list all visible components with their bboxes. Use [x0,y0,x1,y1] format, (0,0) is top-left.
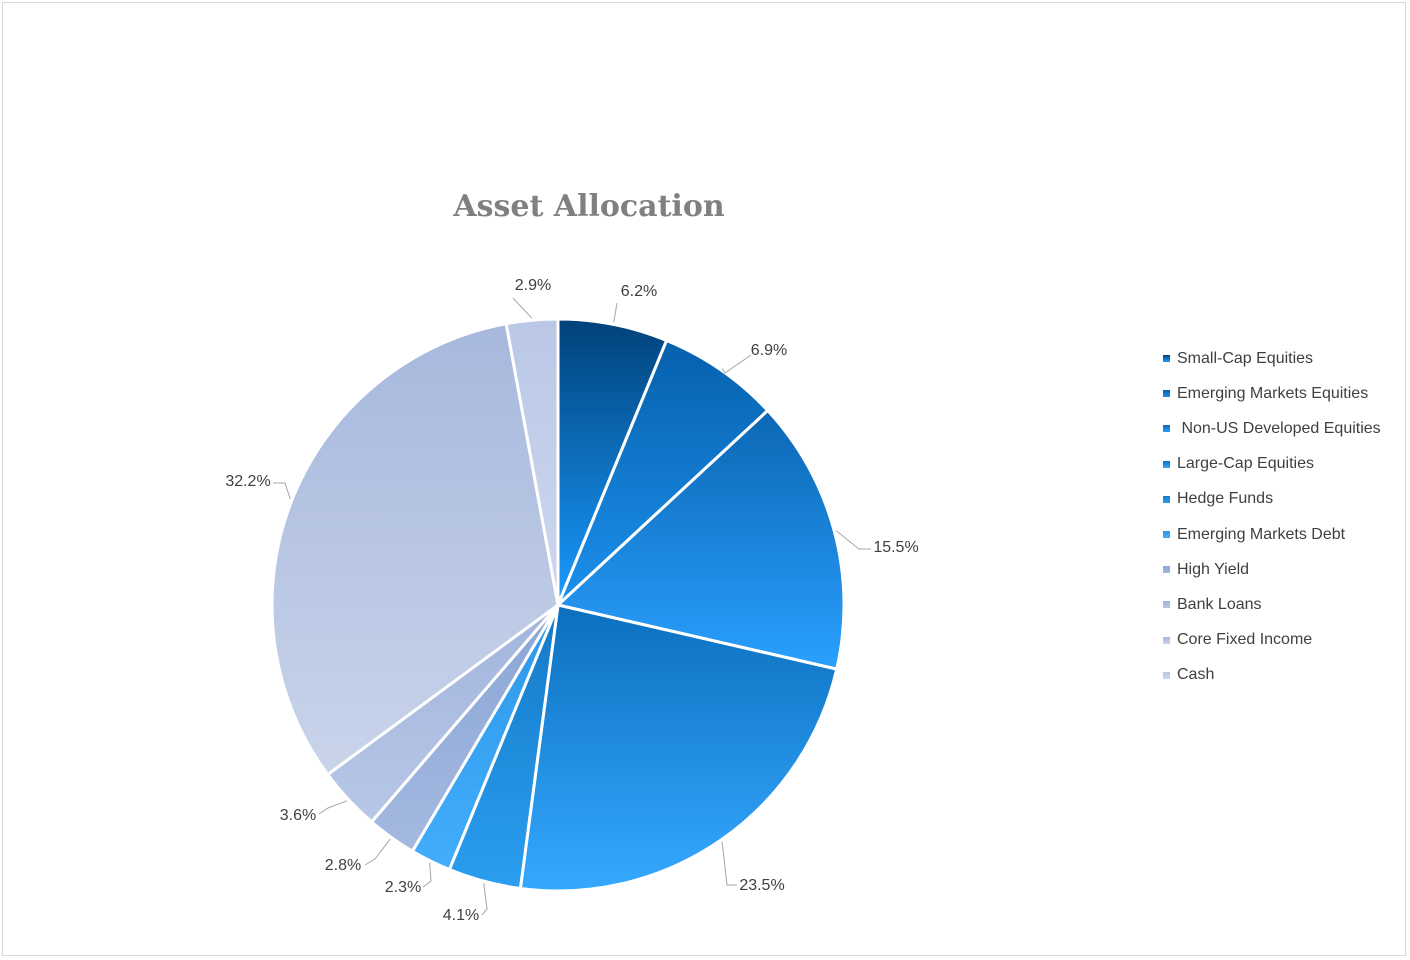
data-label: 15.5% [873,539,918,556]
legend-swatch [1163,425,1170,433]
legend-item: Non-US Developed Equities [1163,411,1381,446]
legend-item: Large-Cap Equities [1163,447,1381,482]
pie-chart: 6.2% 6.9% 15.5% 23.5% 4.1% 2.3% 2.8% 3.6% 32.2% 2… [225,277,918,924]
data-label: 32.2% [225,473,270,490]
legend-item: Hedge Funds [1163,482,1381,517]
data-label: 2.9% [515,277,551,294]
legend-label: Hedge Funds [1177,490,1274,508]
data-label: 6.2% [621,283,657,300]
data-label: 23.5% [739,877,784,894]
legend-swatch [1163,460,1170,468]
legend-swatch [1163,495,1170,503]
legend-label: Emerging Markets Debt [1177,525,1346,543]
legend-item: Emerging Markets Equities [1163,376,1381,411]
data-label: 2.8% [325,857,361,874]
pie-slice [518,603,839,893]
legend-label: Small-Cap Equities [1177,349,1314,367]
leader-line [318,800,348,815]
leader-line [835,530,871,550]
legend-item: Cash [1163,658,1381,693]
legend-label: Large-Cap Equities [1177,455,1314,473]
legend: Small-Cap Equities Emerging Markets Equit… [1163,341,1381,693]
legend-label: Core Fixed Income [1177,631,1313,649]
pie-slice [556,338,770,607]
legend-label: Non-US Developed Equities [1177,419,1381,437]
leader-line [422,862,432,888]
pie-slice [504,317,560,607]
legend-swatch [1163,566,1170,574]
legend-swatch [1163,531,1170,539]
leader-line [721,841,737,886]
legend-item: Emerging Markets Debt [1163,517,1381,552]
legend-swatch [1163,355,1170,363]
legend-item: Core Fixed Income [1163,623,1381,658]
legend-item: High Yield [1163,552,1381,587]
data-label: 3.6% [280,807,316,824]
legend-swatch [1163,671,1170,679]
data-label: 4.1% [443,907,479,924]
legend-label: High Yield [1177,560,1250,578]
legend-item: Small-Cap Equities [1163,341,1381,376]
legend-swatch [1163,390,1170,398]
leader-line [613,302,618,323]
pie-slice [270,322,560,777]
pie-slice [556,409,846,671]
leader-line [512,297,533,319]
data-label: 6.9% [751,342,787,359]
leader-line [481,883,488,916]
chart-title: Asset Allocation [453,189,725,224]
leader-line [721,354,752,374]
legend-swatch [1163,601,1170,609]
legend-label: Emerging Markets Equities [1177,384,1369,402]
legend-label: Bank Loans [1177,595,1262,613]
leader-line [273,482,291,500]
data-label: 2.3% [385,879,421,896]
legend-item: Bank Loans [1163,587,1381,622]
legend-swatch [1163,636,1170,644]
legend-label: Cash [1177,666,1215,684]
leader-line [364,838,391,866]
